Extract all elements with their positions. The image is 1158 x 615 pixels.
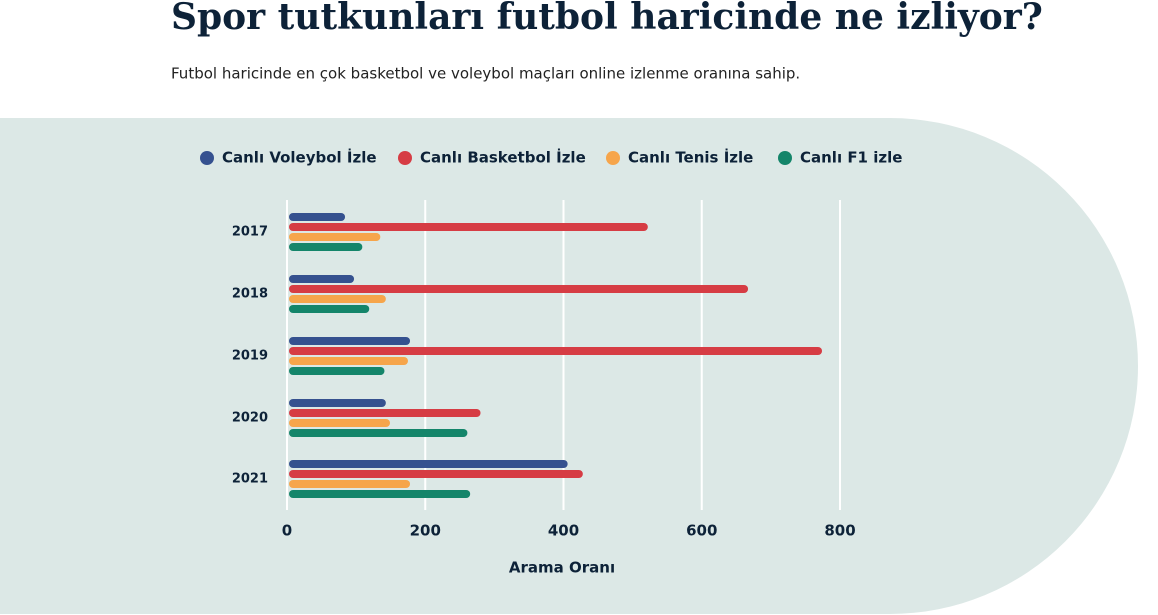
legend-label: Canlı Voleybol İzle (222, 148, 377, 167)
bar (289, 480, 411, 488)
legend-label: Canlı Basketbol İzle (420, 148, 586, 167)
bar (289, 367, 385, 375)
bar (289, 357, 408, 365)
x-tick-label: 200 (410, 522, 441, 540)
bar (289, 233, 381, 241)
bar (289, 285, 749, 293)
bar (289, 399, 386, 407)
bar (289, 213, 346, 221)
x-tick-label: 800 (824, 522, 855, 540)
y-tick-label: 2018 (232, 287, 268, 302)
bar (289, 347, 823, 355)
legend-marker (200, 151, 214, 165)
bar (289, 429, 468, 437)
chart-subtitle: Futbol haricinde en çok basketbol ve vol… (171, 65, 800, 83)
y-tick-label: 2021 (232, 472, 268, 487)
x-axis-label: Arama Oranı (509, 559, 615, 577)
bar (289, 337, 411, 345)
bar (289, 305, 370, 313)
y-tick-label: 2020 (232, 411, 268, 426)
bar (289, 460, 568, 468)
x-tick-label: 0 (282, 522, 292, 540)
bar (289, 419, 390, 427)
legend-marker (398, 151, 412, 165)
legend-label: Canlı Tenis İzle (628, 148, 753, 167)
bar (289, 243, 363, 251)
y-tick-label: 2017 (232, 225, 268, 240)
legend-marker (778, 151, 792, 165)
bar (289, 490, 471, 498)
chart-title: Spor tutkunları futbol haricinde ne izli… (171, 0, 1043, 38)
legend-label: Canlı F1 izle (800, 149, 902, 167)
legend-marker (606, 151, 620, 165)
background-shape (0, 118, 1138, 614)
bar (289, 409, 481, 417)
x-tick-label: 400 (548, 522, 579, 540)
bar (289, 275, 355, 283)
bar (289, 223, 648, 231)
x-tick-label: 600 (686, 522, 717, 540)
bar (289, 295, 386, 303)
y-tick-label: 2019 (232, 349, 268, 364)
bar (289, 470, 583, 478)
